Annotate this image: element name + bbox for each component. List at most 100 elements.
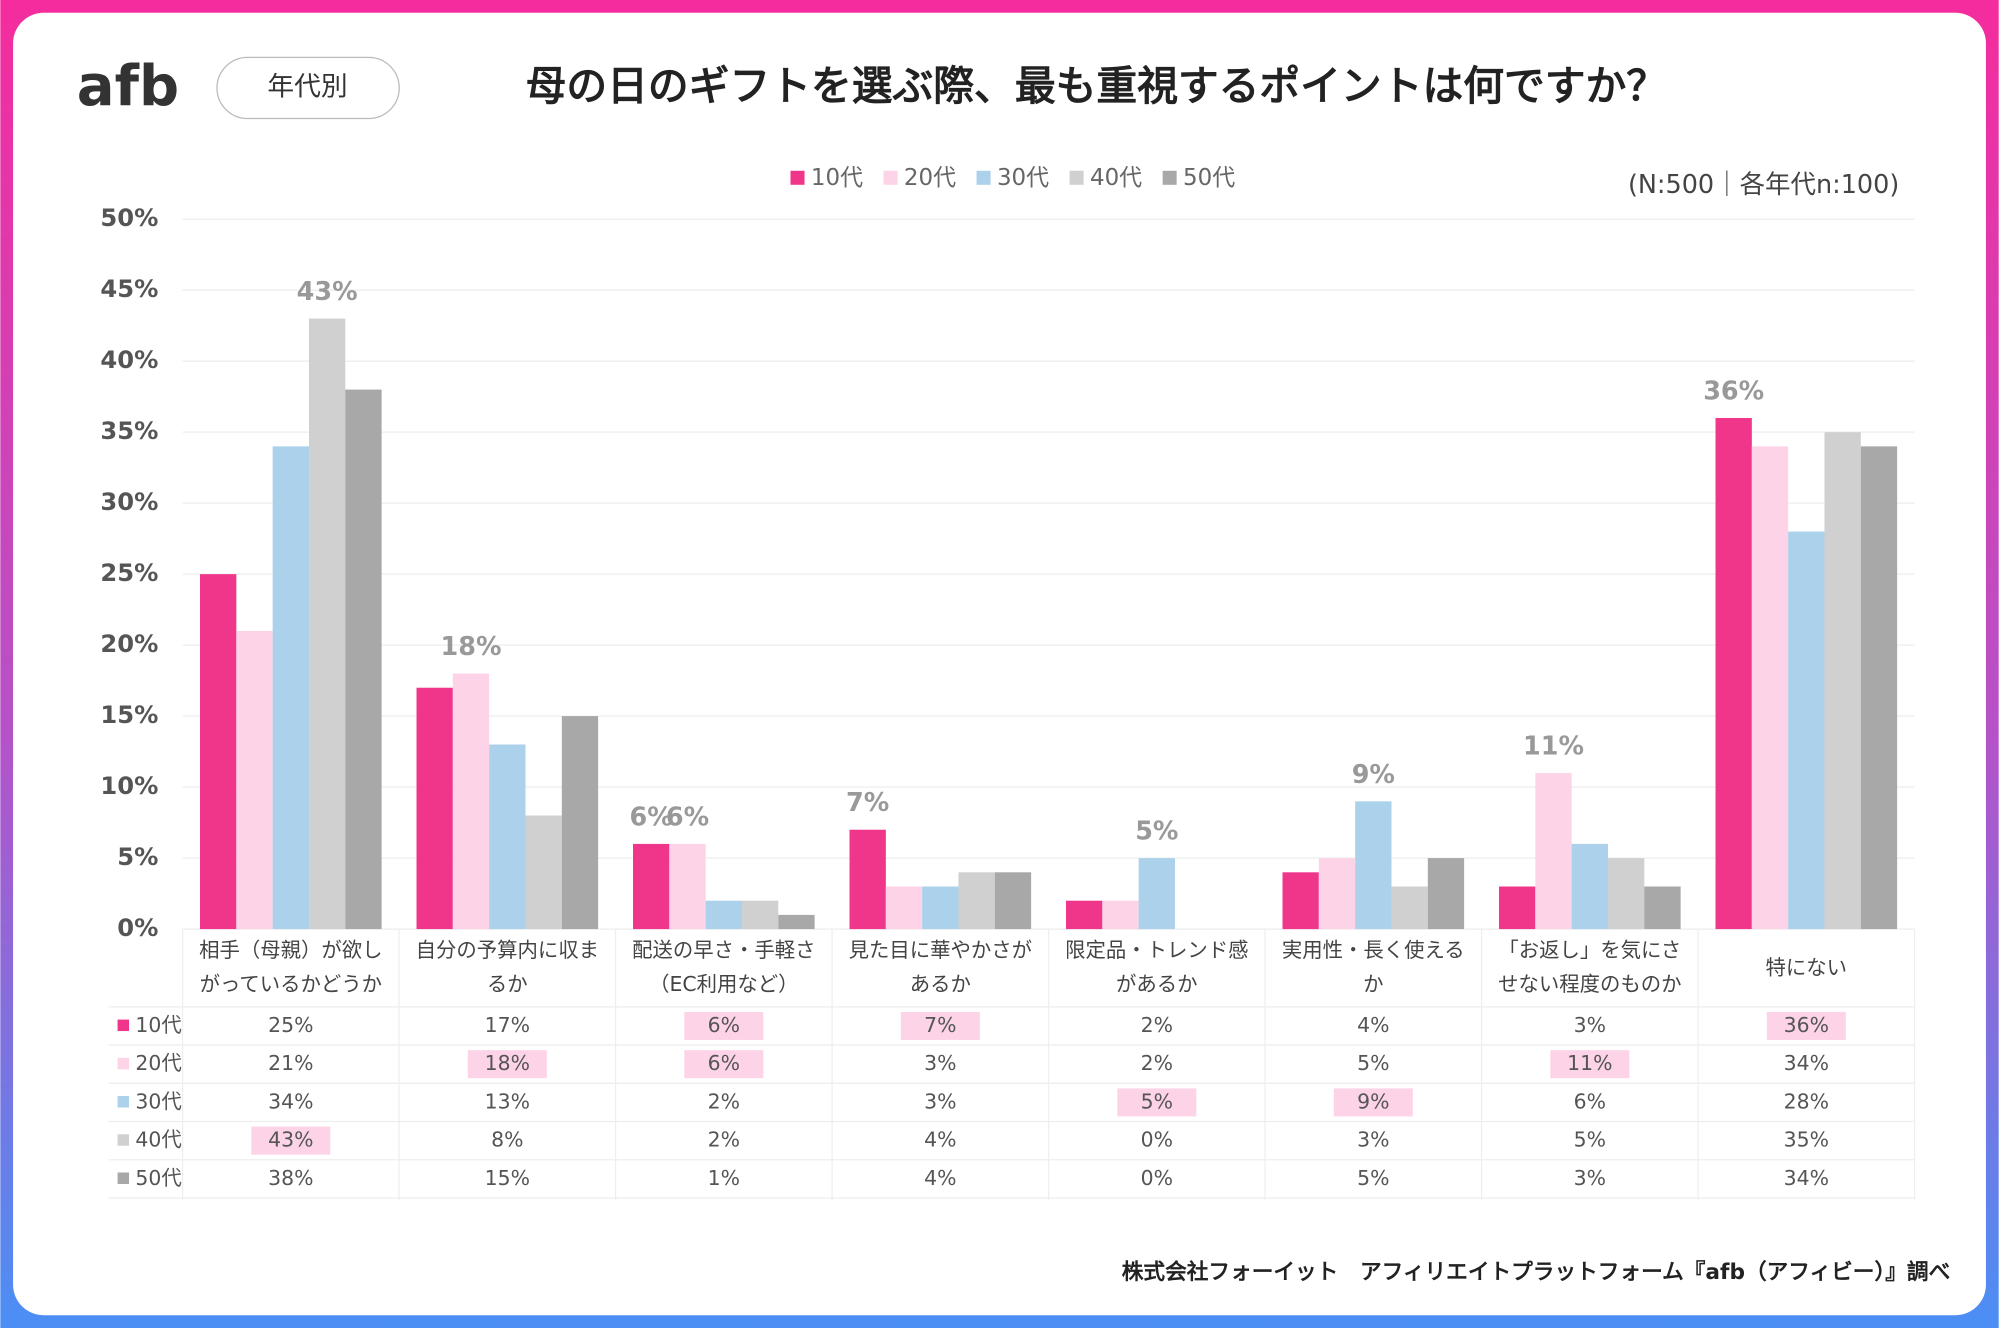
bar [1860, 446, 1898, 930]
legend-swatch [883, 170, 898, 185]
table-cell: 15% [485, 1166, 530, 1190]
logo: afb [77, 54, 179, 119]
bar [272, 446, 309, 930]
table-cell: 5% [1357, 1051, 1389, 1075]
bar [1391, 886, 1428, 930]
table-cell: 36% [1784, 1013, 1829, 1037]
legend-label: 20代 [904, 165, 956, 191]
row-swatch [117, 1134, 130, 1146]
data-label: 11% [1523, 731, 1584, 761]
row-label: 40代 [135, 1128, 181, 1152]
table-cell: 13% [485, 1089, 530, 1113]
y-tick-label: 10% [100, 772, 158, 800]
table-cell: 11% [1567, 1051, 1612, 1075]
table-cell: 9% [1357, 1089, 1389, 1113]
cell-highlight [1550, 1050, 1630, 1079]
source: 株式会社フォーイット アフィリエイトプラットフォーム『afb（アフィビー）』調べ [1122, 1259, 1950, 1285]
table-cell: 5% [1574, 1128, 1606, 1152]
legend-swatch [1162, 170, 1177, 185]
row-swatch [117, 1057, 130, 1070]
bar [1318, 858, 1356, 930]
table-cell: 18% [485, 1051, 530, 1075]
bar [1535, 772, 1572, 930]
bar [236, 630, 273, 930]
bar [1138, 858, 1175, 930]
table-cell: 25% [268, 1013, 313, 1037]
legend-swatch [790, 170, 805, 185]
table-cell: 3% [1574, 1013, 1606, 1037]
table-cell: 3% [1357, 1128, 1389, 1152]
data-label: 6% [630, 802, 673, 832]
y-tick-label: 35% [100, 417, 158, 445]
bar [1824, 432, 1861, 930]
table-cell: 6% [1574, 1089, 1606, 1113]
table-cell: 2% [1141, 1051, 1173, 1075]
data-label: 9% [1352, 760, 1395, 790]
y-tick-label: 15% [100, 701, 158, 729]
legend-label: 30代 [997, 165, 1049, 191]
y-tick-label: 30% [100, 488, 158, 516]
legend-label: 50代 [1183, 165, 1235, 191]
x-tick-label: 見た目に華やかさがあるか [849, 938, 1032, 996]
table-cell: 4% [1357, 1013, 1389, 1037]
y-tick-label: 20% [100, 630, 158, 658]
bar [345, 389, 382, 930]
cell-highlight [1766, 1011, 1846, 1040]
table-cell: 0% [1141, 1166, 1173, 1190]
row-label: 10代 [135, 1013, 181, 1037]
x-tick-label: 相手（母親）が欲しがっているかどうか [199, 938, 382, 996]
bar [741, 900, 779, 930]
data-label: 43% [297, 277, 358, 307]
data-label: 36% [1703, 376, 1764, 406]
row-label: 50代 [135, 1166, 181, 1190]
table-cell: 3% [924, 1089, 956, 1113]
table-cell: 2% [708, 1089, 740, 1113]
bar [1751, 446, 1789, 930]
bar [1066, 900, 1103, 930]
bar [489, 744, 526, 930]
table-cell: 4% [924, 1128, 956, 1152]
y-tick-label: 45% [100, 275, 158, 303]
legend-swatch [976, 170, 991, 185]
table-cell: 7% [924, 1013, 956, 1037]
x-tick-label: 実用性・長く使えるか [1282, 938, 1465, 996]
cell-highlight [684, 1050, 764, 1079]
table-cell: 2% [708, 1128, 740, 1152]
table-cell: 34% [1784, 1051, 1829, 1075]
legend-label: 40代 [1090, 165, 1142, 191]
badge-box [216, 56, 400, 120]
bar [416, 687, 453, 930]
table-cell: 8% [491, 1128, 523, 1152]
table-cell: 6% [708, 1013, 740, 1037]
data-label: 18% [441, 632, 502, 662]
cell-highlight [467, 1050, 547, 1079]
table-cell: 1% [708, 1166, 740, 1190]
table-cell: 43% [268, 1128, 313, 1152]
x-tick-label: 「お返し」を気にさせない程度のものか [1498, 938, 1681, 996]
bar [633, 843, 670, 930]
row-label: 30代 [135, 1089, 181, 1113]
bar [885, 886, 923, 930]
data-label: 6% [666, 802, 709, 832]
table-cell: 3% [1574, 1166, 1606, 1190]
table-cell: 0% [1141, 1128, 1173, 1152]
bar [1427, 858, 1465, 930]
bar [200, 574, 237, 930]
bar [849, 829, 886, 930]
data-label: 7% [846, 788, 889, 818]
bar [1571, 843, 1608, 930]
data-label: 5% [1135, 817, 1178, 847]
bar [958, 872, 995, 930]
table-cell: 3% [924, 1051, 956, 1075]
row-label: 20代 [135, 1051, 181, 1075]
cell-highlight [251, 1126, 331, 1155]
bar [452, 673, 490, 930]
bar [1499, 886, 1536, 930]
bar [1715, 417, 1752, 930]
table-cell: 5% [1141, 1089, 1173, 1113]
table-cell: 34% [1784, 1166, 1829, 1190]
table-cell: 2% [1141, 1013, 1173, 1037]
legend-swatch [1069, 170, 1084, 185]
